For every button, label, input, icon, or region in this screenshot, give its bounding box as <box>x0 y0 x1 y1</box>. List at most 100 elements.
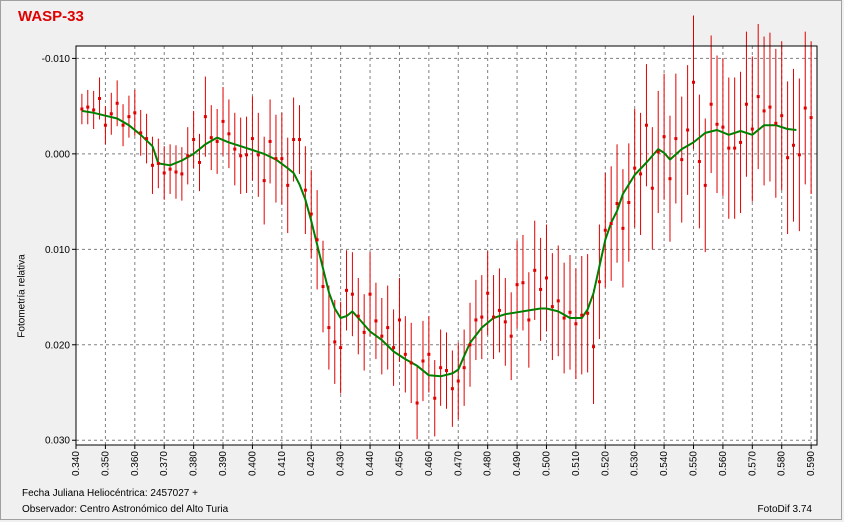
data-point <box>680 158 684 162</box>
data-point <box>703 183 707 187</box>
data-point <box>786 156 790 160</box>
data-point <box>656 150 660 154</box>
data-point <box>333 340 337 344</box>
data-point <box>644 123 648 127</box>
data-point <box>356 314 360 318</box>
data-point <box>515 283 519 287</box>
data-point <box>744 102 748 106</box>
data-point <box>662 135 666 139</box>
data-point <box>403 352 407 356</box>
julian-date-label: Fecha Juliana Heliocéntrica: 2457027 + <box>22 488 198 499</box>
data-point <box>739 140 743 144</box>
data-point <box>780 114 784 118</box>
data-point <box>368 292 372 296</box>
data-point <box>380 334 384 338</box>
data-point <box>209 136 213 140</box>
y-tick-label: -0.010 <box>42 54 71 65</box>
data-point <box>615 202 619 205</box>
plot-border <box>75 45 818 446</box>
data-point <box>262 179 266 183</box>
data-point <box>797 153 801 157</box>
software-version-label: FotoDif 3.74 <box>757 504 812 515</box>
data-point <box>692 80 695 84</box>
data-point <box>733 146 737 150</box>
data-point <box>315 238 319 242</box>
x-tick-label: 0.500 <box>541 451 552 476</box>
data-point <box>233 147 237 151</box>
data-point <box>468 343 472 347</box>
x-tick-label: 0.550 <box>689 451 700 476</box>
y-tick-label: 0.030 <box>45 436 70 447</box>
data-point <box>203 115 207 119</box>
data-point <box>374 319 378 323</box>
data-point <box>544 276 548 280</box>
data-point <box>809 116 813 120</box>
x-tick-label: 0.590 <box>806 451 817 476</box>
data-point <box>497 308 501 312</box>
x-tick-label: 0.350 <box>100 451 111 476</box>
data-point <box>521 281 525 285</box>
x-tick-label: 0.480 <box>483 451 494 476</box>
data-point <box>409 361 413 365</box>
x-tick-label: 0.360 <box>130 451 141 476</box>
data-point <box>215 139 219 143</box>
data-point <box>415 401 419 405</box>
data-point <box>350 292 354 296</box>
data-points <box>80 80 813 405</box>
data-point <box>727 146 731 150</box>
x-tick-label: 0.400 <box>247 451 258 476</box>
data-point <box>450 387 454 391</box>
data-point <box>145 137 149 141</box>
data-point <box>245 153 249 157</box>
data-point <box>397 318 401 322</box>
data-point <box>345 288 349 292</box>
data-point <box>362 330 366 334</box>
data-point <box>386 326 390 330</box>
data-point <box>509 334 513 338</box>
x-tick-label: 0.510 <box>571 451 582 476</box>
data-point <box>92 108 96 112</box>
data-point <box>303 188 307 192</box>
data-point <box>639 172 643 176</box>
data-point <box>762 109 766 113</box>
data-point <box>709 102 713 106</box>
x-tick-label: 0.440 <box>365 451 376 476</box>
data-point <box>292 138 296 142</box>
data-point <box>550 305 554 309</box>
x-axis-ticks: 0.340 0.350 0.360 0.370 0.380 0.390 0.400 0.410… <box>71 445 817 476</box>
data-point <box>715 122 719 126</box>
x-tick-label: 0.390 <box>218 451 229 476</box>
data-point <box>586 311 590 315</box>
data-point <box>474 318 478 322</box>
data-point <box>556 299 560 303</box>
data-point <box>533 268 537 272</box>
data-point <box>603 228 607 232</box>
x-tick-label: 0.580 <box>777 451 788 476</box>
data-point <box>268 139 272 143</box>
observer-label: Observador: Centro Astronómico del Alto … <box>22 504 229 515</box>
data-point <box>433 396 437 400</box>
y-axis-ticks: -0.010 0.000 0.010 0.020 0.030 <box>42 54 76 447</box>
data-point <box>721 125 725 129</box>
data-point <box>609 222 613 226</box>
x-tick-label: 0.470 <box>453 451 464 476</box>
y-tick-label: 0.020 <box>45 340 70 351</box>
x-tick-label: 0.530 <box>630 451 641 476</box>
fit-curve <box>81 109 797 378</box>
data-point <box>156 161 160 165</box>
data-point <box>121 123 125 127</box>
data-point <box>674 137 678 141</box>
data-point <box>774 121 778 125</box>
data-point <box>192 138 196 142</box>
data-point <box>150 163 154 167</box>
data-point <box>633 166 637 170</box>
data-point <box>186 154 190 158</box>
x-tick-label: 0.380 <box>189 451 200 476</box>
data-point <box>562 316 566 320</box>
x-tick-label: 0.520 <box>600 451 611 476</box>
data-point <box>239 154 243 158</box>
data-point <box>139 131 143 135</box>
x-tick-label: 0.460 <box>424 451 435 476</box>
data-point <box>309 212 313 216</box>
